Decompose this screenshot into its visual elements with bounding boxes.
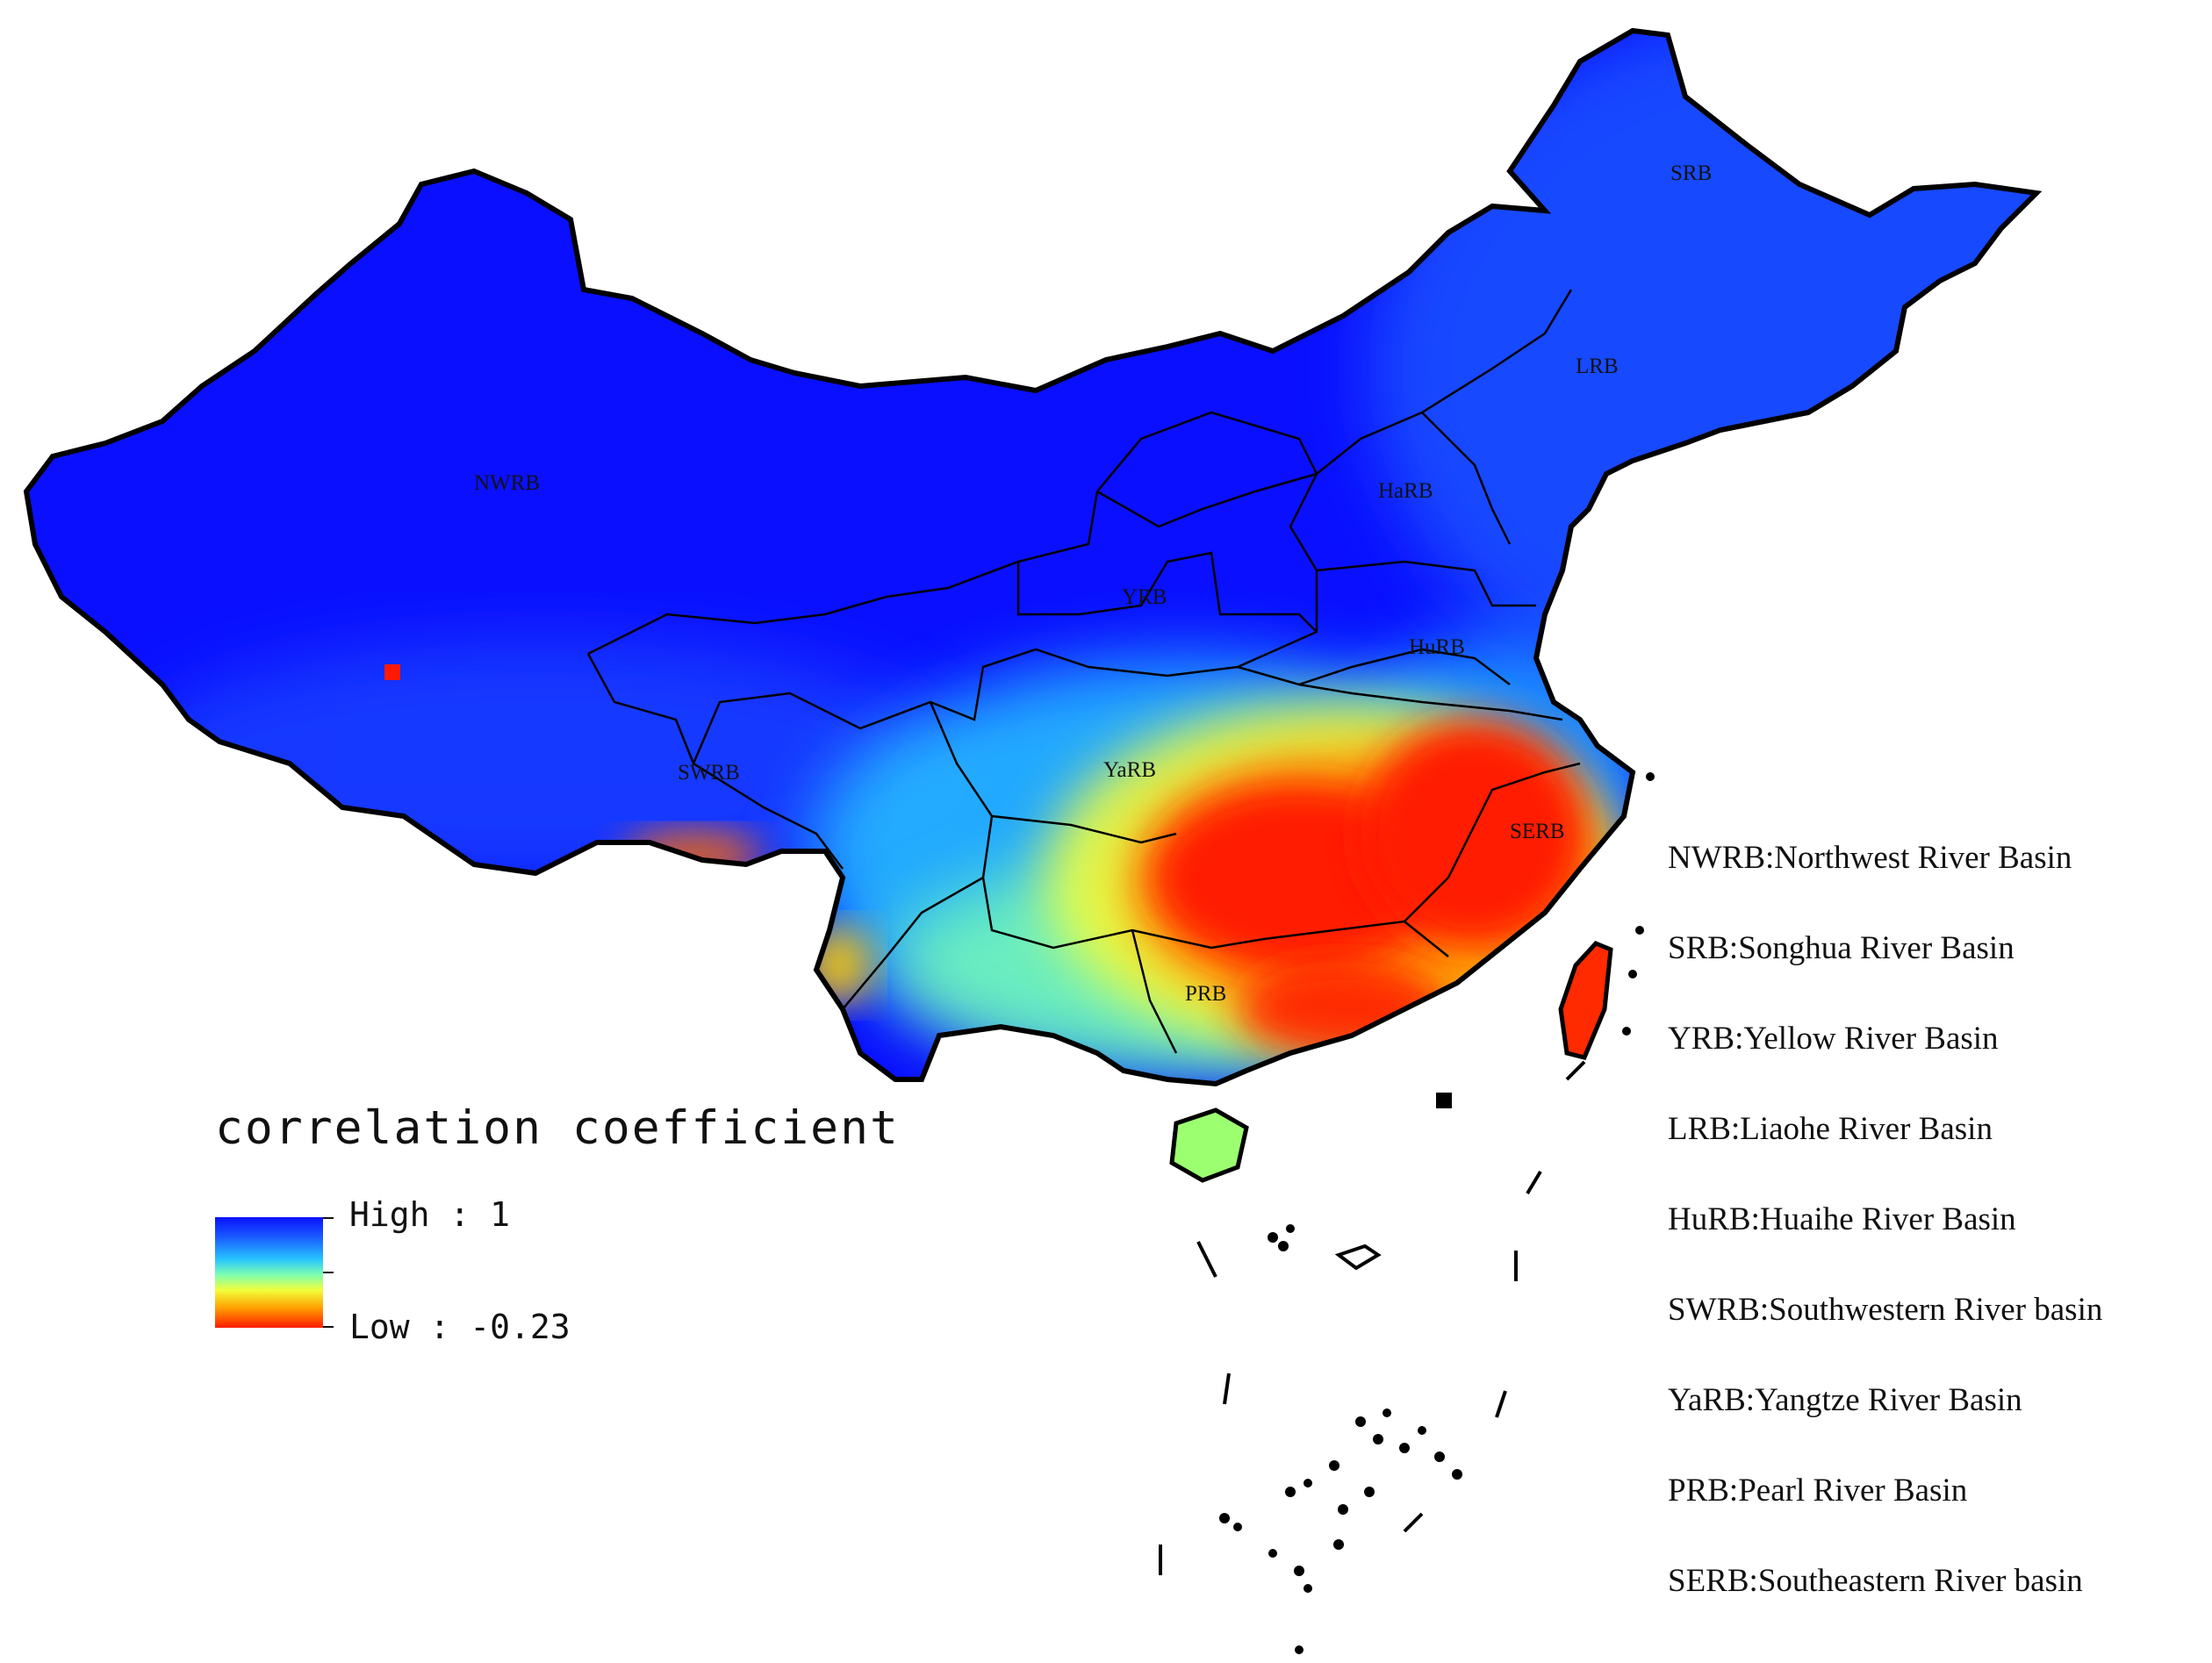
basin-label-swrb: SWRB	[678, 761, 740, 785]
basin-label-harb: HaRB	[1378, 479, 1433, 503]
offshore-islets	[1159, 772, 1655, 1654]
basin-label-hurb: HuRB	[1409, 635, 1465, 659]
ramp-tick-mid	[323, 1272, 334, 1273]
basin-key-item: YRB:Yellow River Basin	[1668, 1021, 1999, 1057]
basin-key-item: SWRB:Southwestern River basin	[1668, 1292, 2103, 1328]
taiwan-island	[1558, 941, 1613, 1060]
basin-label-prb: PRB	[1185, 982, 1226, 1006]
isolated-red-pixel	[384, 664, 400, 680]
basin-label-lrb: LRB	[1576, 355, 1619, 378]
basin-key-item: LRB:Liaohe River Basin	[1668, 1111, 1993, 1147]
hotspot-south	[1238, 961, 1448, 1057]
basin-label-serb: SERB	[1510, 820, 1565, 843]
basin-key-item: SRB:Songhua River Basin	[1668, 930, 2014, 966]
basin-label-yarb: YaRB	[1103, 758, 1156, 782]
basin-key-item: SERB:Southeastern River basin	[1668, 1563, 2083, 1599]
basin-labels: NWRB SRB LRB HaRB YRB HuRB SWRB YaRB SER…	[474, 161, 1712, 1006]
basin-boundaries	[586, 289, 1581, 1054]
basin-key-item: PRB:Pearl River Basin	[1668, 1473, 1968, 1509]
basin-label-srb: SRB	[1670, 161, 1712, 185]
color-ramp	[215, 1217, 323, 1328]
ramp-tick-high	[323, 1217, 334, 1219]
basin-key-item: HuRB:Huaihe River Basin	[1668, 1201, 2016, 1237]
basin-label-nwrb: NWRB	[474, 471, 540, 495]
ramp-tick-low	[323, 1326, 334, 1328]
basin-key: NWRB:Northwest River Basin SRB:Songhua R…	[1668, 834, 2102, 1647]
basin-key-item: YaRB:Yangtze River Basin	[1668, 1382, 2022, 1418]
yunnan-warm	[803, 926, 873, 1005]
legend-high-label: High : 1	[349, 1195, 511, 1234]
legend-low-label: Low : -0.23	[349, 1308, 571, 1346]
legend-title: correlation coefficient	[215, 1101, 900, 1155]
hainan-island	[1169, 1107, 1249, 1183]
basin-label-yrb: YRB	[1122, 585, 1167, 609]
basin-key-item: NWRB:Northwest River Basin	[1668, 840, 2072, 876]
